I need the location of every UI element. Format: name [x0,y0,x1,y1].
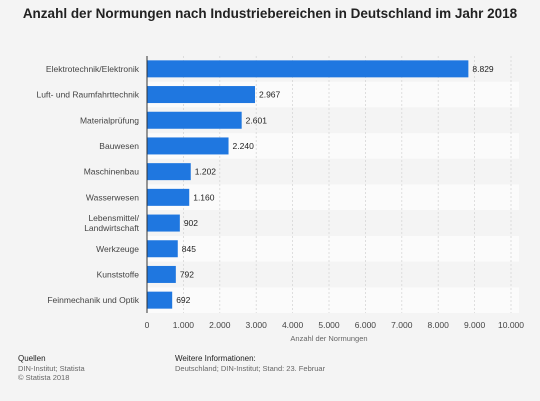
value-label: 1.160 [193,192,215,202]
row-band [147,210,519,236]
x-tick-label: 3.000 [246,320,268,330]
bar [147,291,173,309]
value-label: 902 [184,218,198,228]
sources-heading: Quellen [18,354,46,363]
footer-sources: Quellen DIN-Institut; Statista © Statist… [18,354,85,383]
category-label: Wasserwesen [86,192,139,202]
row-band [147,158,519,185]
value-label: 8.829 [472,64,494,74]
chart-title: Anzahl der Normungen nach Industrieberei… [22,6,518,21]
category-label: Luft- und Raumfahrttechnik [36,90,139,100]
bar [147,188,190,206]
value-label: 692 [176,295,190,305]
value-label: 2.601 [246,115,268,125]
value-label: 792 [180,269,194,279]
category-label: Lebensmittel/Landwirtschaft [84,213,139,233]
category-label: Werkzeuge [96,244,139,254]
x-tick-label: 6.000 [355,320,377,330]
x-tick-label: 7.000 [391,320,413,330]
category-label: Maschinenbau [84,167,140,177]
value-label: 1.202 [195,167,217,177]
category-label: Bauwesen [99,141,139,151]
value-label: 2.240 [233,141,255,151]
x-tick-label: 2.000 [209,320,231,330]
row-band [147,287,519,313]
category-label: Materialprüfung [80,115,139,125]
bar [147,137,229,155]
category-label: Elektrotechnik/Elektronik [46,64,140,74]
x-tick-label: 8.000 [428,320,450,330]
x-tick-label: 1.000 [173,320,195,330]
category-label: Kunststoffe [97,269,140,279]
footer-info: Weitere Informationen: Deutschland; DIN-… [175,354,325,373]
sources-line: DIN-Institut; Statista [18,363,85,373]
bar [147,86,255,104]
bar [147,163,191,181]
info-heading: Weitere Informationen: [175,354,256,363]
row-band [147,261,519,288]
row-band [147,235,519,262]
x-axis-label: Anzahl der Normungen [290,334,367,343]
x-tick-label: 4.000 [282,320,304,330]
x-tick-label: 5.000 [318,320,340,330]
category-label: Feinmechanik und Optik [47,295,139,305]
info-line: Deutschland; DIN-Institut; Stand: 23. Fe… [175,363,326,373]
row-band [147,184,519,211]
x-tick-label: 10.000 [498,320,524,330]
bar-chart: Elektrotechnik/Elektronik Luft- und Raumf… [36,56,524,343]
bar [147,60,469,78]
value-label: 2.967 [259,90,281,100]
value-label: 845 [182,244,196,254]
bar [147,111,242,129]
bar [147,240,178,258]
copyright-line: © Statista 2018 [18,373,70,382]
bar [147,214,180,232]
bar [147,265,176,283]
x-tick-label: 0 [145,320,150,330]
x-tick-label: 9.000 [464,320,486,330]
